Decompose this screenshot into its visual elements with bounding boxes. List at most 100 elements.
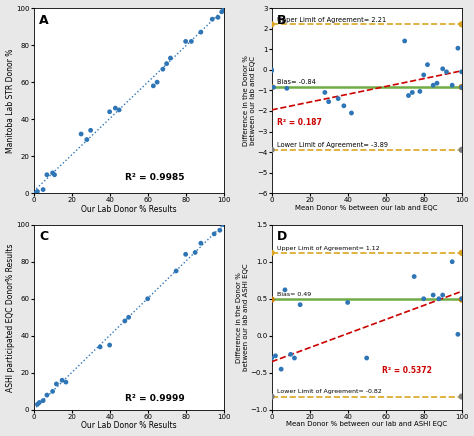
Point [340,102,347,109]
Point [34,188,41,195]
Point [268,67,275,74]
Point [454,45,462,52]
X-axis label: Mean Donor % between our lab and EQC: Mean Donor % between our lab and EQC [295,205,438,211]
Point [321,89,328,96]
Point [334,95,342,102]
Point [106,108,113,115]
Point [53,381,60,388]
Point [458,68,465,75]
Point [435,295,443,302]
Point [458,296,465,303]
Point [167,54,174,61]
Point [173,267,180,274]
Point [296,301,304,308]
Point [159,66,167,73]
Point [277,366,285,373]
Point [163,60,171,67]
Point [182,251,190,258]
Point [281,286,289,293]
Point [347,109,355,116]
Point [458,21,465,28]
Point [458,295,465,302]
Point [115,106,123,113]
Point [458,146,465,153]
Text: Upper Limit of Agreement= 2.21: Upper Limit of Agreement= 2.21 [277,17,386,23]
Point [439,65,447,72]
Point [443,68,450,75]
Point [214,14,222,21]
Text: R² = 0.9999: R² = 0.9999 [125,394,184,402]
Point [62,378,70,385]
Point [30,190,37,197]
Point [49,170,56,177]
Point [150,82,157,89]
Point [39,397,47,404]
Text: Bias= -0.84: Bias= -0.84 [277,79,316,85]
Point [424,61,431,68]
Point [270,84,277,91]
Point [458,393,465,400]
X-axis label: Our Lab Donor % Results: Our Lab Donor % Results [81,422,176,430]
Y-axis label: Manitoba Lab STR Donor %: Manitoba Lab STR Donor % [6,48,15,153]
Point [182,38,190,45]
Point [268,66,275,73]
Point [429,292,437,299]
Point [454,331,462,338]
Point [209,16,216,23]
Point [106,341,113,348]
Point [58,377,66,384]
Text: C: C [39,230,48,243]
Point [272,352,279,359]
Point [448,82,456,89]
Text: R² = 0.9985: R² = 0.9985 [125,174,184,182]
Text: B: B [277,14,287,27]
Point [268,21,275,28]
Point [191,249,199,256]
Point [268,249,275,256]
Text: Upper Limit of Agreement= 1.12: Upper Limit of Agreement= 1.12 [277,245,380,251]
Point [39,186,47,193]
Text: R² = 0.187: R² = 0.187 [277,118,322,127]
Y-axis label: Difference in the Donor %
between our lab and ASHI EQC: Difference in the Donor % between our la… [236,263,249,371]
Point [268,296,275,303]
Point [218,8,226,15]
Point [36,399,43,406]
Point [420,72,428,78]
Point [401,37,409,44]
Point [439,292,447,299]
Point [188,38,195,45]
Point [87,127,94,134]
Point [410,273,418,280]
Point [433,80,441,87]
Y-axis label: ASHI participated EQC Donor% Results: ASHI participated EQC Donor% Results [6,243,15,392]
Text: A: A [39,14,49,27]
X-axis label: Our Lab Donor % Results: Our Lab Donor % Results [81,205,176,214]
Point [144,295,151,302]
Point [77,130,85,137]
Point [268,146,275,153]
Point [268,84,275,91]
X-axis label: Mean Donor % between our lab and ASHI EQC: Mean Donor % between our lab and ASHI EQ… [286,422,447,427]
Point [416,88,424,95]
Point [216,227,224,234]
Point [409,89,416,96]
Point [220,7,228,14]
Point [420,295,428,302]
Point [344,299,351,306]
Point [121,317,128,324]
Text: R² = 0.5372: R² = 0.5372 [382,366,432,375]
Y-axis label: Difference in the Donor %
between our lab and EQC: Difference in the Donor % between our la… [243,55,255,146]
Point [458,249,465,256]
Point [197,29,205,36]
Point [49,388,56,395]
Point [291,354,298,361]
Point [448,258,456,265]
Point [405,92,412,99]
Point [125,314,132,321]
Point [197,240,205,247]
Point [96,344,104,351]
Point [458,84,465,91]
Point [51,171,58,178]
Text: Lower Limit of Agreement= -0.82: Lower Limit of Agreement= -0.82 [277,389,382,394]
Point [458,84,465,91]
